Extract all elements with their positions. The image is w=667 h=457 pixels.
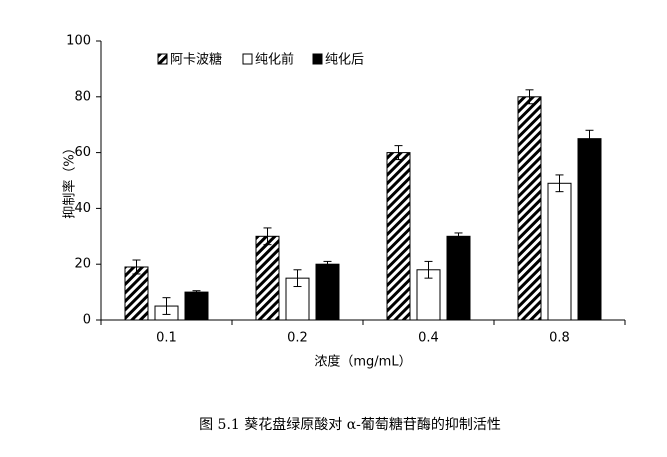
legend-label: 阿卡波糖 [170, 52, 222, 68]
error-bar [555, 174, 564, 193]
legend-label: 纯化后 [325, 53, 364, 68]
error-bar [132, 259, 141, 275]
x-tick-label: 0.4 [418, 331, 439, 346]
bar [124, 266, 149, 321]
bar [184, 291, 209, 321]
y-tick-label: 0 [83, 313, 91, 328]
x-axis-title: 浓度（mg/mL） [314, 354, 411, 370]
bar [517, 96, 542, 321]
error-bar [293, 269, 302, 288]
y-tick-label: 80 [74, 89, 91, 104]
y-tick-label: 40 [74, 201, 91, 216]
error-bar [394, 145, 403, 161]
bar [386, 152, 411, 321]
bar [446, 235, 471, 321]
x-tick-label: 0.8 [549, 331, 570, 346]
x-tick-label: 0.1 [156, 331, 177, 346]
bar [547, 182, 572, 321]
error-bar [525, 89, 534, 105]
error-bar [454, 232, 463, 241]
legend-swatch [242, 53, 253, 65]
y-tick-label: 20 [74, 257, 91, 272]
caption: 图 5.1 葵花盘绿原酸对 α-葡萄糖苷酶的抑制活性 [199, 416, 501, 433]
bar [255, 235, 280, 321]
error-bar [192, 290, 201, 294]
error-bar [162, 297, 171, 315]
legend-label: 纯化前 [255, 52, 294, 68]
error-bar [424, 260, 433, 279]
legend-swatch [157, 53, 168, 65]
error-bar [323, 260, 332, 268]
y-axis-title: 抑制率（%） [62, 141, 78, 218]
y-tick-label: 100 [66, 34, 91, 49]
x-tick-label: 0.2 [287, 331, 308, 346]
y-tick-label: 60 [74, 145, 91, 160]
bar [315, 263, 340, 321]
error-bar [263, 227, 272, 246]
error-bar [585, 129, 594, 148]
legend-swatch [312, 53, 323, 65]
bar [577, 138, 602, 321]
